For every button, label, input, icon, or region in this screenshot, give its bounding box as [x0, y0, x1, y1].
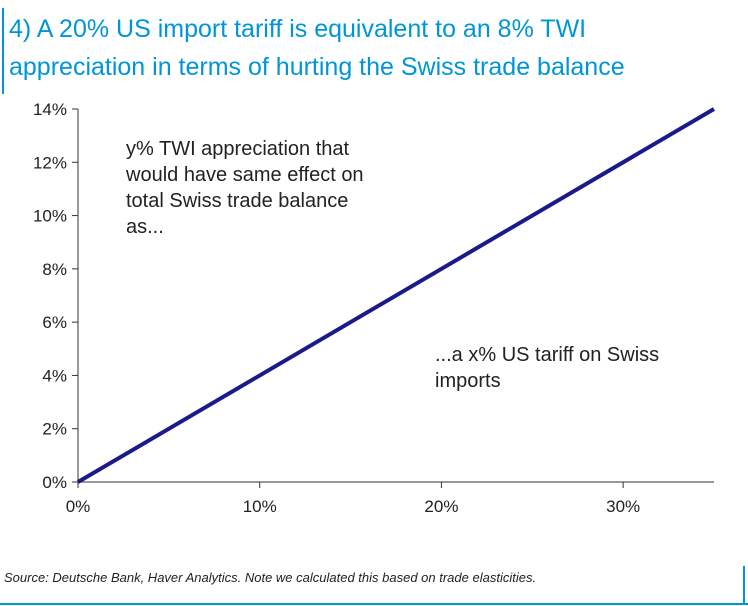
annotation-line: as...	[126, 216, 164, 238]
x-tick-label: 10%	[243, 497, 277, 516]
source-note: Source: Deutsche Bank, Haver Analytics. …	[4, 570, 537, 585]
annotation-line: ...a x% US tariff on Swiss	[435, 344, 660, 366]
chart-title: 4) A 20% US import tariff is equivalent …	[9, 10, 744, 86]
annotation-line: total Swiss trade balance	[126, 190, 349, 212]
y-tick-label: 8%	[42, 260, 67, 279]
y-tick-label: 4%	[42, 366, 67, 385]
series-line	[76, 107, 716, 484]
frame-left-border	[2, 8, 4, 94]
y-tick-label: 2%	[42, 420, 67, 439]
annotation-line: imports	[435, 370, 501, 392]
annotation-x-axis-meaning: ...a x% US tariff on Swiss imports	[435, 342, 659, 394]
y-tick-label: 12%	[33, 153, 67, 172]
annotation-line: would have same effect on	[126, 164, 364, 186]
annotation-y-axis-meaning: y% TWI appreciation that would have same…	[126, 136, 364, 240]
chart-title-line-2: appreciation in terms of hurting the Swi…	[9, 53, 625, 81]
x-tick-label: 0%	[66, 497, 91, 516]
annotation-line: y% TWI appreciation that	[126, 138, 350, 160]
x-tick-label: 30%	[606, 497, 640, 516]
x-tick-label: 20%	[424, 497, 458, 516]
y-tick-label: 10%	[33, 207, 67, 226]
chart-title-line-1: 4) A 20% US import tariff is equivalent …	[9, 15, 587, 43]
y-tick-label: 14%	[33, 100, 67, 119]
line-chart: 0% 2% 4% 6% 8% 10% 12% 14% 0% 10% 20% 30%	[33, 100, 716, 516]
y-tick-label: 0%	[42, 473, 67, 492]
frame-bottom-border	[0, 603, 748, 605]
frame-right-border	[743, 566, 745, 604]
y-tick-label: 6%	[42, 313, 67, 332]
